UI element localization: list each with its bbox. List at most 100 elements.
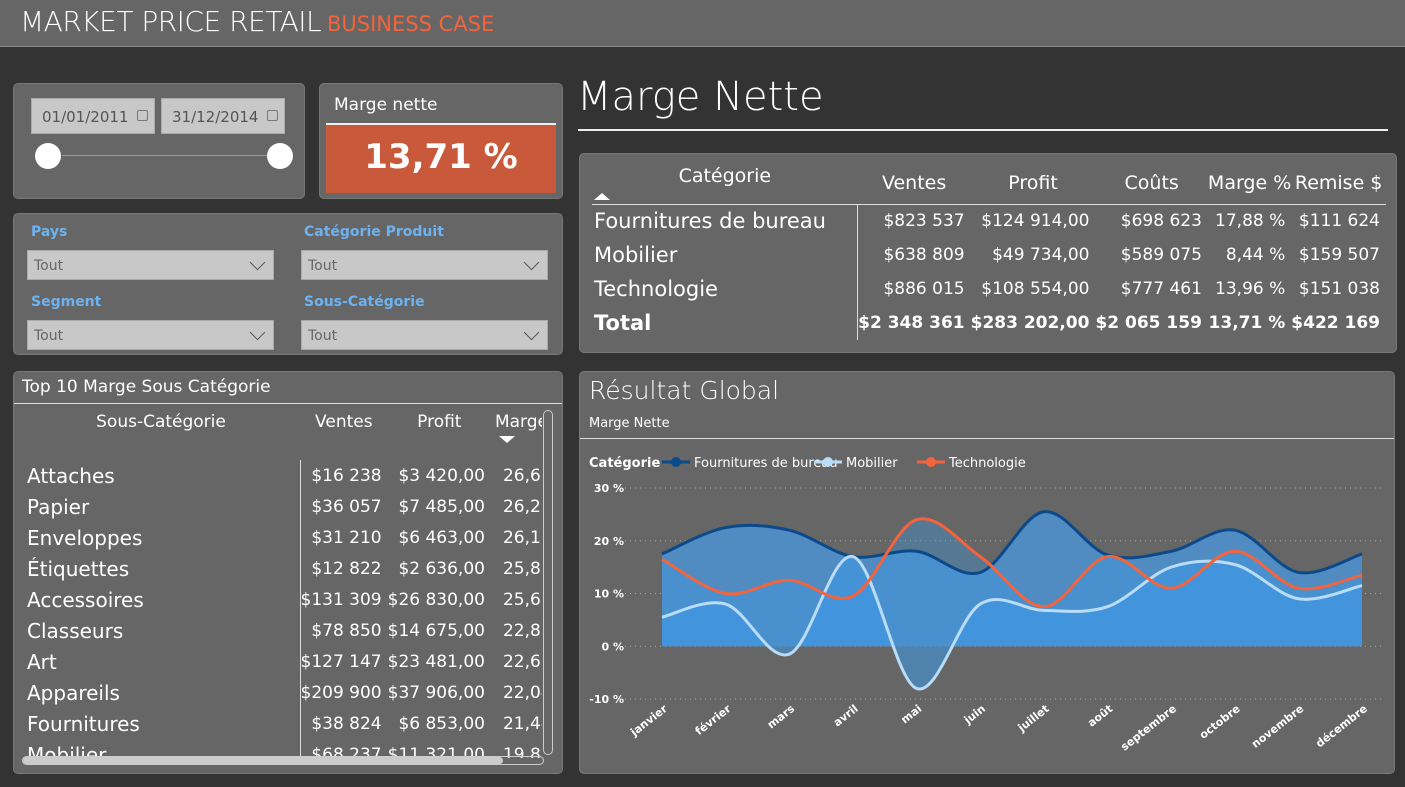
table-row[interactable]: Appareils$209 900$37 906,00 22,04 % [22, 677, 542, 708]
chart-subtitle: Marge Nette [589, 416, 670, 431]
y-tick-label: 20 % [594, 535, 624, 548]
table-cell: 25,68 % [502, 589, 542, 610]
y-tick-label: 0 % [601, 640, 624, 653]
table-cell: $38 824 [311, 713, 382, 734]
table-row[interactable]: Enveloppes $31 210 $6 463,00 26,12 % [22, 522, 542, 553]
kpi-card: Marge nette 13,71 % [319, 83, 563, 199]
legend-label[interactable]: Mobilier [846, 456, 898, 471]
legend-title: Catégorie [589, 456, 660, 471]
legend-marker-icon [823, 457, 833, 467]
table-cell: $127 147 [300, 651, 382, 672]
vertical-scrollbar[interactable] [543, 410, 553, 755]
table-cell: $886 015 [883, 279, 965, 299]
app-title: MARKET PRICE RETAIL [20, 5, 322, 38]
divider [580, 438, 1394, 439]
calendar-icon[interactable] [137, 110, 148, 121]
column-header[interactable]: Ventes [881, 171, 947, 194]
filter-label: Catégorie Produit [304, 224, 444, 240]
table-cell: $6 853,00 [398, 713, 485, 734]
date-slider-track[interactable] [62, 155, 282, 156]
pays-dropdown[interactable]: Tout [27, 250, 274, 280]
table-cell: $823 537 [883, 211, 965, 232]
table-row[interactable]: Fournitures de bureau $823 537 $124 914,00… [592, 204, 1386, 238]
table-row[interactable]: Attaches $16 238 $3 420,00 26,68 % [22, 460, 542, 491]
subcategory-name: Enveloppes [22, 522, 301, 553]
x-tick-label: juillet [1015, 702, 1052, 735]
subcategory-name: Classeurs [22, 615, 301, 646]
table-row[interactable]: Classeurs $78 850$14 675,00 22,87 % [22, 615, 542, 646]
y-tick-label: -10 % [589, 693, 624, 706]
table-row[interactable]: Art$127 147$23 481,00 22,65 % [22, 646, 542, 677]
y-tick-label: 30 % [594, 482, 624, 495]
horizontal-scrollbar[interactable] [22, 756, 544, 765]
title-divider [578, 129, 1388, 131]
x-tick-label: février [693, 702, 734, 738]
table-row[interactable]: Papier $36 057 $7 485,00 26,20 % [22, 491, 542, 522]
table-cell: $16 238 [311, 465, 382, 486]
table-cell: $108 554,00 [981, 279, 1090, 299]
segment-dropdown[interactable]: Tout [27, 320, 274, 350]
column-header[interactable]: Profit [1008, 171, 1058, 194]
table-row[interactable]: Fournitures $38 824 $6 853,00 21,44 % [22, 708, 542, 739]
category-name: Fournitures de bureau [592, 204, 859, 238]
subcategory-name: Étiquettes [22, 553, 301, 584]
page-title: Marge Nette [577, 74, 824, 120]
column-header[interactable]: Marge % [491, 410, 542, 460]
legend-label[interactable]: Technologie [948, 456, 1026, 471]
table-cell: $777 461 [1120, 279, 1202, 299]
subcategory-name: Fournitures [22, 708, 301, 739]
kpi-value: 13,71 % [326, 123, 556, 193]
column-header[interactable]: Ventes [315, 412, 373, 432]
subcategory-name: Art [22, 646, 301, 677]
line-chart: Catégorie Fournitures de bureau Mobilier Te… [589, 456, 1385, 754]
subcategory-name: Attaches [22, 460, 301, 491]
table-cell: $3 420,00 [398, 465, 485, 486]
total-cell: $422 169 [1291, 313, 1380, 333]
table-cell: $151 038 [1298, 279, 1380, 299]
chevron-down-icon [523, 254, 540, 271]
table-row[interactable]: Accessoires$131 309$26 830,00 25,68 % [22, 584, 542, 615]
scrollbar-thumb[interactable] [23, 757, 503, 764]
table-row[interactable]: Technologie $886 015 $108 554,00 $777 461 13… [592, 272, 1386, 306]
sous-categorie-dropdown[interactable]: Tout [301, 320, 548, 350]
table-row[interactable]: Mobilier $638 809 $49 734,00 $589 075 8,44 %… [592, 238, 1386, 272]
column-header[interactable]: Remise $ [1294, 171, 1383, 194]
subcategory-name: Mobilier [22, 739, 301, 758]
kpi-label: Marge nette [334, 95, 438, 115]
sort-descending-icon[interactable] [498, 436, 515, 443]
header-label: Marge % [494, 412, 542, 432]
top10-title: Top 10 Marge Sous Catégorie [22, 377, 271, 397]
legend-marker-icon [926, 457, 936, 467]
end-slider-handle[interactable] [267, 143, 293, 169]
table-cell: $131 309 [300, 589, 382, 610]
categorie-dropdown[interactable]: Tout [301, 250, 548, 280]
chevron-down-icon [249, 324, 266, 341]
table-cell: 26,12 % [502, 527, 542, 548]
x-tick-label: août [1085, 702, 1115, 730]
total-row: Total $2 348 361 $283 202,00 $2 065 159 13,7… [592, 306, 1386, 340]
sort-ascending-icon[interactable] [594, 193, 610, 201]
header: MARKET PRICE RETAIL BUSINESS CASE [0, 0, 1405, 47]
column-header[interactable]: Catégorie [592, 162, 858, 204]
column-header[interactable]: Marge % [1207, 171, 1292, 194]
legend-label[interactable]: Fournitures de bureau [694, 456, 838, 471]
table-cell: $111 624 [1298, 211, 1380, 232]
table-cell: 17,88 % [1215, 211, 1286, 232]
end-date-input[interactable]: 31/12/2014 [161, 98, 285, 134]
table-cell: 22,04 % [502, 682, 542, 703]
calendar-icon[interactable] [267, 110, 278, 121]
start-date-input[interactable]: 01/01/2011 [31, 98, 155, 134]
total-cell: 13,71 % [1208, 313, 1286, 333]
column-header[interactable]: Profit [417, 412, 462, 432]
table-cell: 26,20 % [502, 496, 542, 517]
table-cell: $6 463,00 [398, 527, 485, 548]
table-cell: $31 210 [311, 527, 382, 548]
legend-marker-icon [671, 457, 681, 467]
table-row[interactable]: Mobilier $68 237 $11 321,00 19,89 % [22, 739, 542, 758]
series-line[interactable] [661, 510, 1363, 575]
column-header[interactable]: Sous-Catégorie [96, 412, 226, 432]
column-header[interactable]: Coûts [1124, 171, 1179, 194]
start-slider-handle[interactable] [35, 143, 61, 169]
table-row[interactable]: Étiquettes $12 822 $2 636,00 25,88 % [22, 553, 542, 584]
table-cell: $7 485,00 [398, 496, 485, 517]
